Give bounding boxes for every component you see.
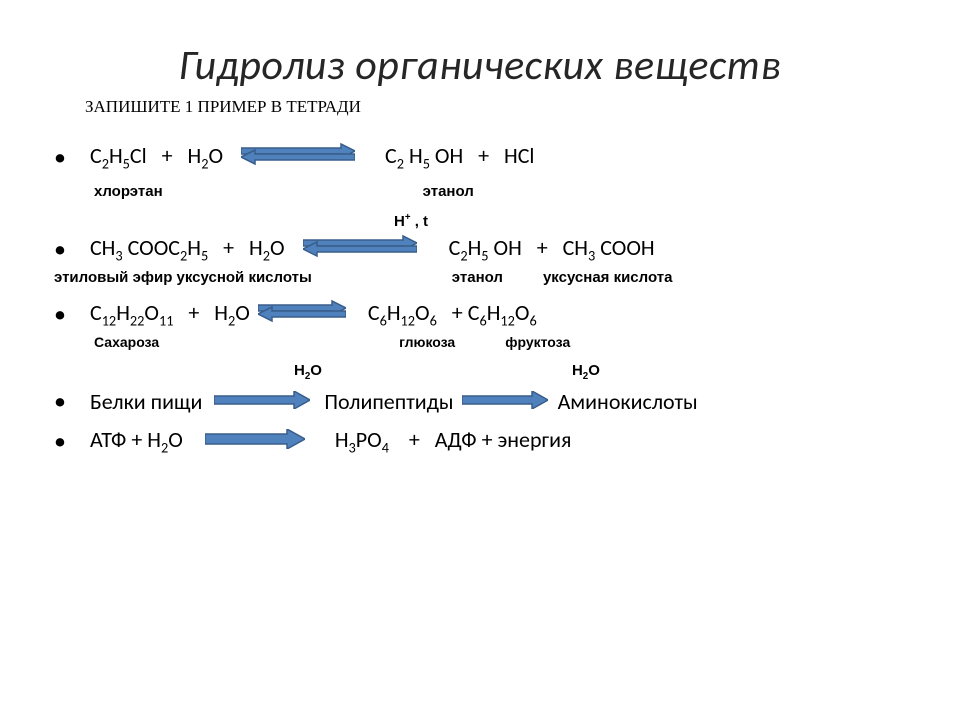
arrow-right-icon xyxy=(205,428,305,455)
equation-2-labels: этиловый эфир уксусной кислоты этанол ук… xyxy=(54,269,920,286)
slide-subtitle: ЗАПИШИТЕ 1 ПРИМЕР В ТЕТРАДИ xyxy=(85,97,920,117)
equilibrium-arrow-icon xyxy=(303,234,417,264)
eq3-label-2: глюкоза xyxy=(399,334,455,350)
eq3-label-3: фруктоза xyxy=(505,334,570,350)
arrow-right-icon xyxy=(462,388,548,415)
equation-3-labels: Сахароза глюкоза фруктоза xyxy=(94,334,920,350)
equation-1: C2H5Cl + H2O C2 H5 OH + HCl xyxy=(54,141,920,173)
equation-4-conditions: H2O H2O xyxy=(94,362,920,382)
equations-list: C2H5Cl + H2O C2 H5 OH + HCl хлорэтан эта… xyxy=(54,141,920,457)
eq4-reagent: Белки пищи xyxy=(90,388,202,415)
equilibrium-arrow-icon xyxy=(258,299,346,329)
eq2-label-3: уксусная кислота xyxy=(543,269,673,286)
arrow-right-icon xyxy=(214,388,310,415)
slide-title: Гидролиз органических веществ xyxy=(40,40,920,91)
equation-5: АТФ + H2O H3PO4 + АДФ + энергия xyxy=(54,425,920,457)
equation-2: CH3 COOC2H5 + H2O C2H5 OH + CH3 COOH xyxy=(54,233,920,265)
eq2-label-1: этиловый эфир уксусной кислоты xyxy=(54,269,312,286)
eq1-label-1: хлорэтан xyxy=(94,183,163,200)
eq5-reagent: АТФ + H2O xyxy=(90,426,183,456)
eq3-label-1: Сахароза xyxy=(94,334,159,350)
eq1-reagent: C2H5Cl + H2O xyxy=(90,142,223,172)
eq3-reagent: C12H22O11 + H2O xyxy=(90,299,250,329)
eq2-reagent: CH3 COOC2H5 + H2O xyxy=(90,234,285,264)
eq2-product: C2H5 OH + CH3 COOH xyxy=(449,234,655,264)
equation-2-conditions: H+ , t xyxy=(94,212,920,230)
equilibrium-arrow-icon xyxy=(241,142,355,172)
eq1-label-2: этанол xyxy=(423,183,474,200)
equation-1-labels: хлорэтан этанол xyxy=(94,183,920,200)
slide: Гидролиз органических веществ ЗАПИШИТЕ 1… xyxy=(0,0,960,720)
eq4-mid: Полипептиды xyxy=(324,388,453,415)
eq3-product: C6H12O6 + C6H12O6 xyxy=(368,299,537,329)
eq2-label-2: этанол xyxy=(452,269,503,286)
equation-3: C12H22O11 + H2O C6H12O6 + C6H12O6 xyxy=(54,298,920,330)
eq5-product: H3PO4 + АДФ + энергия xyxy=(335,426,572,456)
eq4-product: Аминокислоты xyxy=(558,388,698,415)
eq1-product: C2 H5 OH + HCl xyxy=(385,142,534,172)
equation-4: Белки пищи Полипептиды Аминокислоты xyxy=(54,385,920,417)
